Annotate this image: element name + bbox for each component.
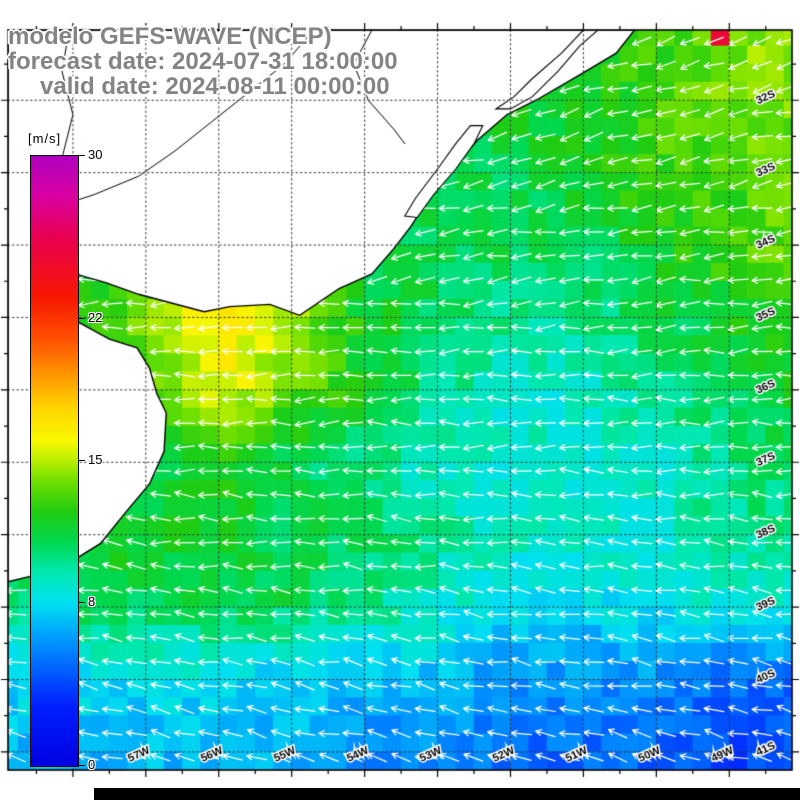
colorbar-tick-label: 8 (88, 594, 96, 610)
colorbar: [m/s] 0 8 15 22 30 (28, 131, 148, 799)
model-title: modelo GEFS-WAVE (NCEP) (8, 23, 332, 50)
title-block: modelo GEFS-WAVE (NCEP) forecast date: 2… (8, 24, 398, 99)
colorbar-tick-label: 0 (88, 757, 96, 772)
colorbar-gradient (30, 155, 79, 767)
colorbar-tick-mark (79, 602, 85, 604)
colorbar-unit-label: [m/s] (28, 131, 62, 146)
colorbar-tick-label: 15 (88, 452, 103, 467)
colorbar-ticks: 0 8 15 22 30 (28, 131, 148, 799)
valid-date-line: valid date: 2024-08-11 00:00:00 (40, 73, 390, 100)
colorbar-tick-label: 30 (88, 147, 103, 162)
colorbar-tick-mark (79, 155, 85, 156)
colorbar-tick-mark (79, 317, 85, 319)
colorbar-tick-label: 22 (88, 309, 103, 325)
colorbar-tick-mark (79, 460, 85, 461)
forecast-date-line: forecast date: 2024-07-31 18:00:00 (8, 48, 398, 75)
colorbar-tick-mark (79, 765, 85, 766)
footer-bar (94, 788, 800, 800)
